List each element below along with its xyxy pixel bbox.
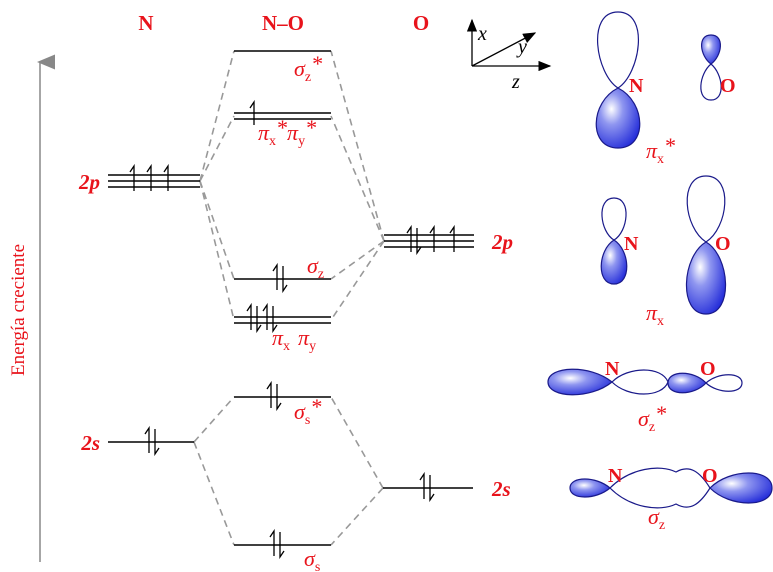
header-n: N [138,11,153,35]
sigma-z-star-atom-n: N [605,358,620,380]
mo-sigma-z [234,262,331,294]
mo-sigma-s [234,528,331,560]
label-pi: πx πy [272,325,316,354]
axis-y-label: y [516,36,527,58]
n-2s-level [108,425,194,457]
sigma-z-label: σz [648,504,665,533]
axis-z-label: z [511,71,520,93]
o-2s-label: 2s [491,477,511,501]
axes-icon: x y z [466,18,552,93]
o-2p-label: 2p [491,230,513,254]
label-sigma-z: σz [307,253,324,282]
label-pi-star: πx*πy* [258,115,316,149]
mo-pi-star [234,99,331,125]
header-no: N–O [262,11,304,35]
orbital-pi-x-star: N O πx* [595,11,736,167]
energy-label: Energía creciente [8,244,29,376]
orbital-sigma-z: N O σz [569,465,773,533]
n-2p-label: 2p [78,170,100,194]
label-sigma-s-star: σs* [294,394,321,428]
axis-x-label: x [477,23,487,45]
orbital-sigma-z-star: N O σz* [547,358,743,435]
pi-x-atom-o: O [715,233,731,255]
n-2s-label: 2s [80,431,100,455]
pi-x-star-label: πx* [646,133,675,167]
orbital-pi-x: N O πx [600,175,731,329]
header-o: O [413,11,429,35]
label-sigma-z-star: σz* [294,51,322,85]
label-sigma-s: σs [304,546,320,572]
sigma-z-star-label: σz* [638,401,666,435]
correlation-lines [193,50,385,546]
pi-x-star-atom-n: N [629,75,644,97]
o-2p-levels [384,224,474,256]
sigma-z-star-atom-o: O [700,358,716,380]
n-2p-levels [108,163,200,191]
mo-pi [234,302,331,334]
mo-sigma-s-star [234,380,331,412]
pi-x-star-atom-o: O [720,75,736,97]
pi-x-label: πx [646,300,664,329]
sigma-z-atom-o: O [702,465,718,487]
o-2s-level [383,471,473,503]
pi-x-atom-n: N [624,233,639,255]
sigma-z-atom-n: N [608,465,623,487]
